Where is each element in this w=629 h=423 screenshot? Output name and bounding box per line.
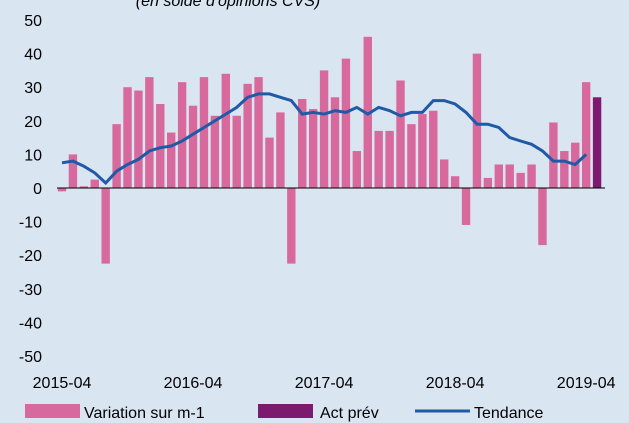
bar [581,82,591,188]
bar [352,151,362,188]
y-tick-label: 40 [24,47,42,64]
bar [101,188,110,264]
y-tick-label: -30 [19,282,42,299]
y-tick-label: -50 [19,349,42,366]
bar [156,104,165,188]
y-tick-label: -10 [19,215,42,232]
legend-swatch [25,404,80,418]
bar [308,109,318,188]
bar [210,115,220,188]
bar [560,151,569,188]
bar [68,154,78,188]
bar [407,124,416,188]
chart-subtitle: (en solde d'opinions CVS) [136,0,321,10]
bar [592,97,602,188]
legend-label: Variation sur m-1 [84,405,205,422]
bar [494,164,503,188]
y-tick-label: 50 [24,13,42,30]
x-tick-label: 2018-04 [426,375,485,392]
bar [429,110,438,188]
bar [330,97,340,188]
x-tick-label: 2019-04 [557,375,616,392]
bar [418,114,427,188]
x-tick-label: 2015-04 [33,375,92,392]
bar [298,98,307,188]
bar [287,188,296,264]
bar [461,188,471,225]
bar [341,58,351,188]
bar [134,90,143,188]
y-tick-label: 10 [24,147,42,164]
bar [505,164,514,188]
bar [276,112,285,188]
bar [440,159,449,188]
bar [265,137,274,188]
bar [79,186,89,188]
bar [112,124,121,188]
bar [232,115,241,188]
bar [385,130,394,188]
bar [450,176,460,188]
bar [254,77,263,188]
bar [199,77,209,188]
bar [177,82,187,188]
legend-label: Tendance [474,405,543,422]
bar [167,132,176,188]
bar [243,83,252,188]
y-tick-label: 20 [24,114,42,131]
bar [516,172,525,188]
bar [90,179,99,188]
legend-label: Act prév [320,405,379,422]
legend-swatch [258,404,313,418]
bar [472,53,482,188]
bar [221,73,230,188]
y-tick-label: 30 [24,80,42,97]
bar [374,130,383,188]
bar [538,188,547,246]
x-tick-label: 2016-04 [164,375,223,392]
bar [57,188,67,192]
x-tick-label: 2017-04 [295,375,354,392]
bar [396,80,405,188]
trend-line [61,92,588,186]
bar [549,122,558,188]
bar [123,87,132,188]
bar [145,77,154,188]
bar [188,105,198,188]
bar [483,177,493,188]
y-tick-label: -40 [19,315,42,332]
bar [319,70,329,188]
bar [527,164,536,188]
y-tick-label: -20 [19,248,42,265]
y-tick-label: 0 [33,181,42,198]
